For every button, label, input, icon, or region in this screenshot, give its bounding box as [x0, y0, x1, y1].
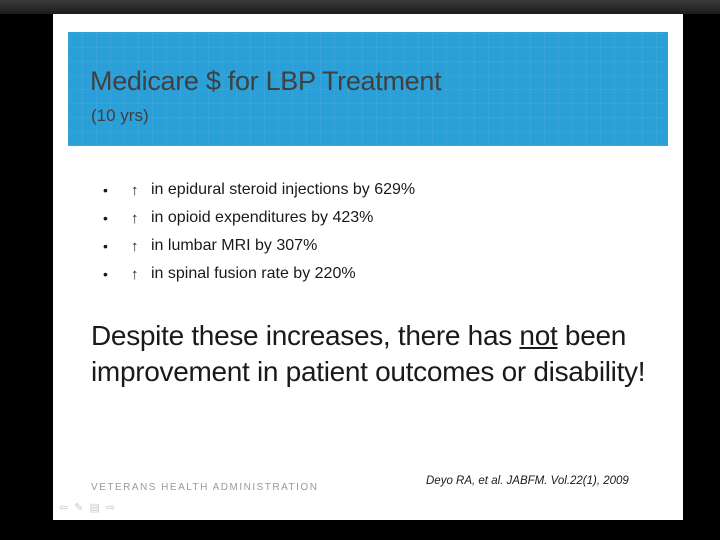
slide: Medicare $ for LBP Treatment (10 yrs) • … [53, 14, 683, 520]
bullet-text: in spinal fusion rate by 220% [151, 265, 356, 282]
pen-icon[interactable]: ✎ [74, 502, 84, 514]
key-statement: Despite these increases, there has not b… [91, 318, 681, 390]
statement-emphasis: not [519, 320, 558, 351]
title-band [68, 32, 668, 146]
statement-part-2: been improvement in patient outcomes or … [91, 320, 646, 387]
up-arrow-icon: ↑ [131, 237, 139, 255]
bullet-dot-icon: • [103, 210, 108, 226]
slide-nav-controls: ⇦ ✎ ▤ ⇨ [59, 501, 115, 514]
bullet-item: • ↑ in lumbar MRI by 307% [103, 232, 415, 260]
up-arrow-icon: ↑ [131, 209, 139, 227]
bullet-text: in epidural steroid injections by 629% [151, 181, 416, 198]
bullet-dot-icon: • [103, 182, 108, 198]
bullet-item: • ↑ in opioid expenditures by 423% [103, 204, 415, 232]
statement-part-1: Despite these increases, there has [91, 320, 520, 351]
forward-icon[interactable]: ⇨ [105, 502, 116, 514]
bullet-item: • ↑ in epidural steroid injections by 62… [103, 176, 415, 204]
slide-subtitle: (10 yrs) [91, 106, 149, 125]
menu-icon[interactable]: ▤ [89, 502, 100, 514]
up-arrow-icon: ↑ [131, 265, 139, 283]
citation: Deyo RA, et al. JABFM. Vol.22(1), 2009 [426, 475, 629, 487]
up-arrow-icon: ↑ [131, 181, 139, 199]
bullet-text: in opioid expenditures by 423% [151, 209, 374, 226]
bullet-item: • ↑ in spinal fusion rate by 220% [103, 260, 415, 288]
slide-title: Medicare $ for LBP Treatment [90, 66, 442, 96]
back-icon[interactable]: ⇦ [59, 502, 69, 514]
top-bar [0, 0, 720, 14]
footer-organization: VETERANS HEALTH ADMINISTRATION [91, 482, 319, 493]
bullet-text: in lumbar MRI by 307% [151, 237, 318, 254]
bullet-dot-icon: • [103, 238, 108, 254]
bullet-list: • ↑ in epidural steroid injections by 62… [103, 176, 415, 288]
bullet-dot-icon: • [103, 266, 108, 282]
